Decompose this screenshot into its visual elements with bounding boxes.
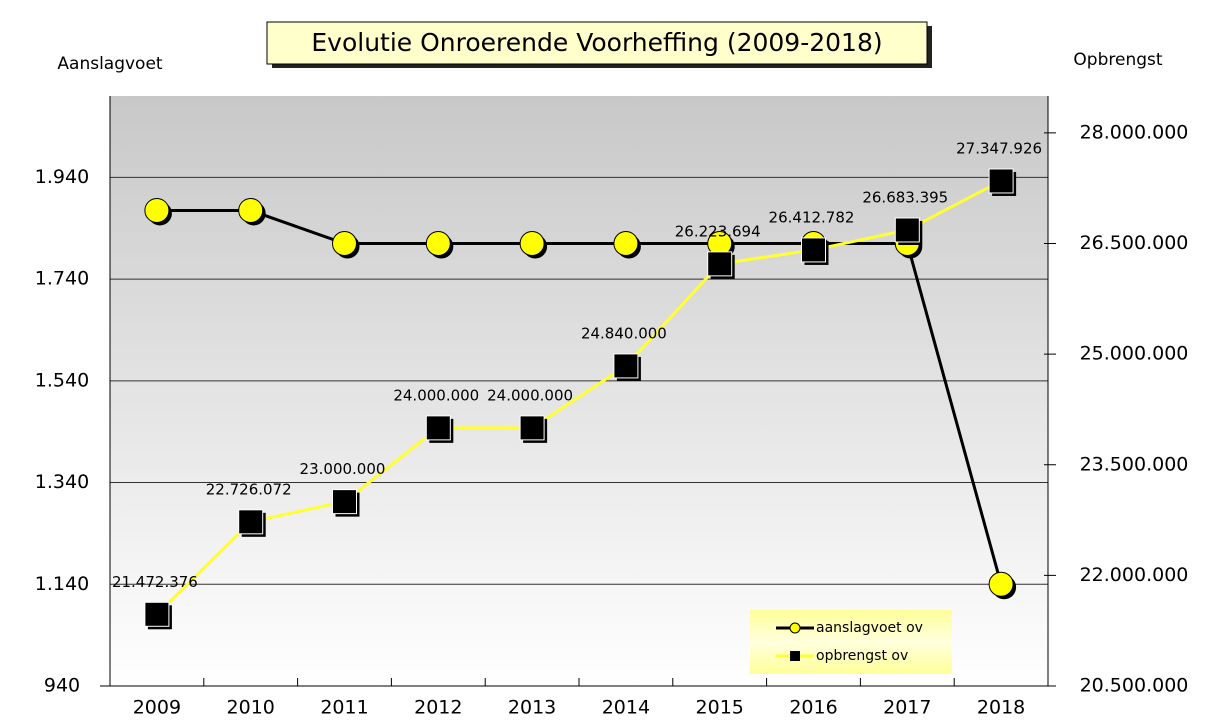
legend-box	[750, 610, 952, 674]
y-tick-label: 1.540	[35, 369, 89, 391]
x-tick-label: 2015	[696, 697, 744, 719]
marker	[613, 353, 639, 379]
y2-tick-label: 22.000.000	[1080, 564, 1189, 586]
marker	[332, 489, 357, 515]
y-tick-label: 1.140	[35, 573, 89, 595]
y-tick-label: 940	[44, 675, 80, 697]
y2-tick-label: 20.500.000	[1080, 675, 1189, 697]
y2-axis-label: Opbrengst	[1073, 50, 1162, 70]
data-label: 27.347.926	[956, 139, 1042, 157]
marker	[519, 231, 545, 256]
series-line	[156, 208, 1003, 585]
x-tick-label: 2011	[320, 697, 368, 719]
y2-tick-label: 26.500.000	[1080, 232, 1189, 254]
y-axis-label: Aanslagvoet	[57, 54, 163, 74]
series-line	[155, 179, 1002, 616]
y-tick-label: 1.940	[35, 166, 89, 188]
x-tick-label: 2009	[133, 697, 181, 719]
data-label: 26.412.782	[769, 208, 855, 226]
chart-title: Evolutie Onroerende Voorheffing (2009-20…	[311, 28, 882, 57]
legend-label: aanslagvoet ov	[816, 620, 923, 636]
plot-area	[110, 96, 1048, 686]
y-tick-label: 1.340	[35, 471, 89, 493]
x-tick-label: 2017	[883, 697, 931, 719]
marker	[988, 168, 1014, 194]
y2-tick-label: 28.000.000	[1080, 121, 1189, 143]
marker	[707, 251, 733, 277]
x-tick-label: 2018	[977, 697, 1025, 719]
x-tick-label: 2014	[602, 697, 650, 719]
x-tick-label: 2012	[414, 697, 462, 719]
data-label: 26.223.694	[675, 222, 761, 240]
marker	[425, 415, 451, 441]
marker	[332, 231, 357, 256]
x-tick-label: 2013	[508, 697, 556, 719]
data-label: 23.000.000	[300, 460, 386, 478]
legend-marker	[790, 651, 800, 661]
marker	[894, 217, 920, 243]
marker	[988, 571, 1014, 597]
x-tick-label: 2016	[789, 697, 837, 719]
marker	[519, 415, 545, 441]
marker	[144, 197, 170, 223]
legend-marker	[789, 622, 801, 634]
data-label: 22.726.072	[206, 480, 292, 498]
marker	[144, 601, 170, 627]
marker	[238, 197, 264, 223]
data-label: 24.840.000	[581, 324, 667, 342]
data-label: 21.472.376	[112, 573, 198, 591]
marker	[238, 509, 264, 535]
data-label: 26.683.395	[862, 188, 948, 206]
y2-tick-label: 23.500.000	[1080, 453, 1189, 475]
marker	[613, 231, 639, 256]
y-tick-label: 1.740	[35, 268, 89, 290]
marker	[801, 237, 826, 263]
y2-tick-label: 25.000.000	[1080, 343, 1189, 365]
title-box	[266, 21, 928, 65]
x-tick-label: 2010	[227, 697, 275, 719]
data-label: 24.000.000	[393, 386, 479, 404]
legend-label: opbrengst ov	[816, 648, 908, 664]
marker	[425, 231, 451, 256]
data-label: 24.000.000	[487, 386, 573, 404]
